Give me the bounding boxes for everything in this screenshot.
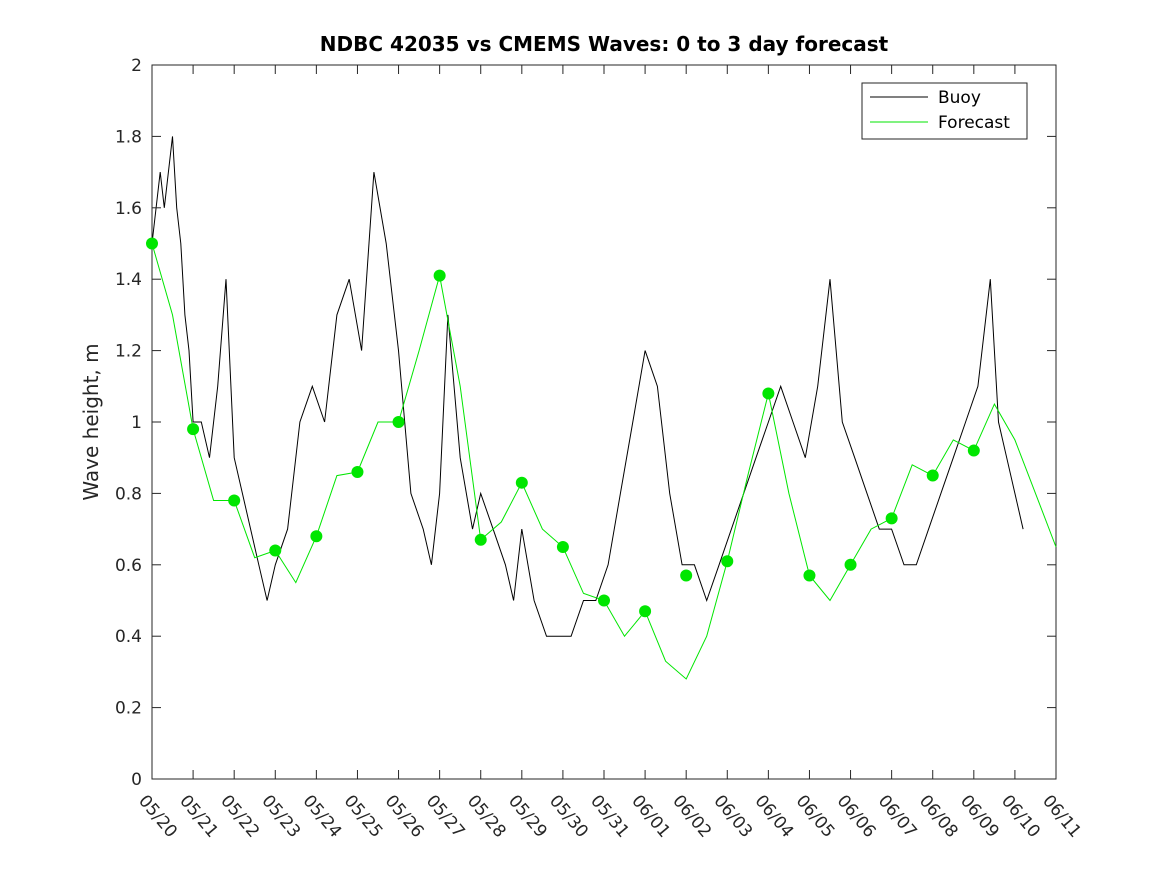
forecast-start-point	[392, 416, 405, 428]
forecast-start-point	[844, 558, 857, 571]
forecast-start-point	[433, 269, 446, 282]
forecast-start-point	[515, 476, 528, 489]
series-line-buoy	[151, 136, 1024, 637]
plot-area	[151, 64, 1057, 780]
x-tick-label: 05/22	[216, 791, 263, 841]
forecast-start-point	[967, 444, 980, 457]
forecast-start-point	[187, 423, 200, 436]
forecast-start-point	[803, 569, 816, 582]
x-tick-label: 05/21	[175, 791, 222, 841]
y-axis-ticks: 0 0.2 0.4 0.6 0.8 1 1.2 1.4 1.6 1.8 2	[115, 56, 1056, 790]
x-tick-label: 06/09	[956, 791, 1003, 841]
x-tick-label: 05/28	[463, 791, 510, 841]
x-tick-label: 06/08	[915, 791, 962, 841]
x-tick-label: 06/04	[751, 791, 798, 841]
x-tick-label: 05/20	[134, 791, 181, 841]
x-tick-label: 06/07	[874, 791, 921, 841]
forecast-start-point	[639, 605, 652, 618]
forecast-start-point	[310, 530, 323, 543]
x-tick-label: 05/27	[422, 791, 469, 841]
forecast-start-point	[474, 533, 487, 546]
x-tick-label: 05/26	[381, 791, 428, 841]
y-tick-label: 0.6	[115, 556, 142, 576]
x-tick-label: 06/02	[668, 791, 715, 841]
legend-forecast-label: Forecast	[938, 113, 1010, 133]
y-tick-label: 0.8	[115, 484, 142, 504]
x-tick-label: 05/25	[340, 791, 387, 841]
y-tick-label: 1.2	[115, 342, 142, 362]
chart-marks	[146, 136, 1057, 680]
y-tick-label: 0	[131, 770, 142, 790]
forecast-start-point	[762, 387, 775, 400]
x-tick-label: 06/03	[709, 791, 756, 841]
y-tick-label: 1.6	[115, 199, 142, 219]
x-tick-label: 06/01	[627, 791, 674, 841]
forecast-start-point	[598, 594, 610, 607]
y-tick-label: 1.8	[115, 127, 142, 147]
x-tick-label: 05/31	[586, 791, 633, 841]
chart-title: NDBC 42035 vs CMEMS Waves: 0 to 3 day fo…	[320, 32, 889, 56]
forecast-start-point	[926, 469, 939, 482]
y-axis-label: Wave height, m	[79, 343, 103, 500]
y-tick-label: 0.4	[115, 627, 142, 647]
y-tick-label: 1	[131, 413, 142, 433]
forecast-start-point	[680, 569, 693, 582]
x-tick-label: 05/23	[257, 791, 304, 841]
y-tick-label: 0.2	[115, 699, 142, 719]
forecast-start-point	[269, 544, 282, 557]
x-tick-label: 06/10	[997, 791, 1044, 841]
legend: Buoy Forecast	[861, 82, 1028, 140]
x-tick-label: 06/05	[792, 791, 839, 841]
x-tick-label: 06/11	[1038, 791, 1085, 841]
legend-box	[861, 82, 1028, 140]
forecast-start-point	[885, 512, 898, 525]
y-tick-label: 1.4	[115, 270, 142, 290]
y-tick-label: 2	[131, 56, 142, 76]
x-tick-label: 06/06	[833, 791, 880, 841]
x-tick-label: 05/30	[545, 791, 592, 841]
x-tick-label: 05/29	[504, 791, 551, 841]
forecast-start-point	[351, 465, 364, 478]
x-tick-label: 05/24	[299, 791, 346, 841]
forecast-start-point	[556, 540, 569, 553]
legend-buoy-label: Buoy	[938, 88, 981, 108]
forecast-start-point	[228, 494, 241, 507]
forecast-start-point	[721, 555, 734, 568]
forecast-start-point	[146, 237, 158, 250]
